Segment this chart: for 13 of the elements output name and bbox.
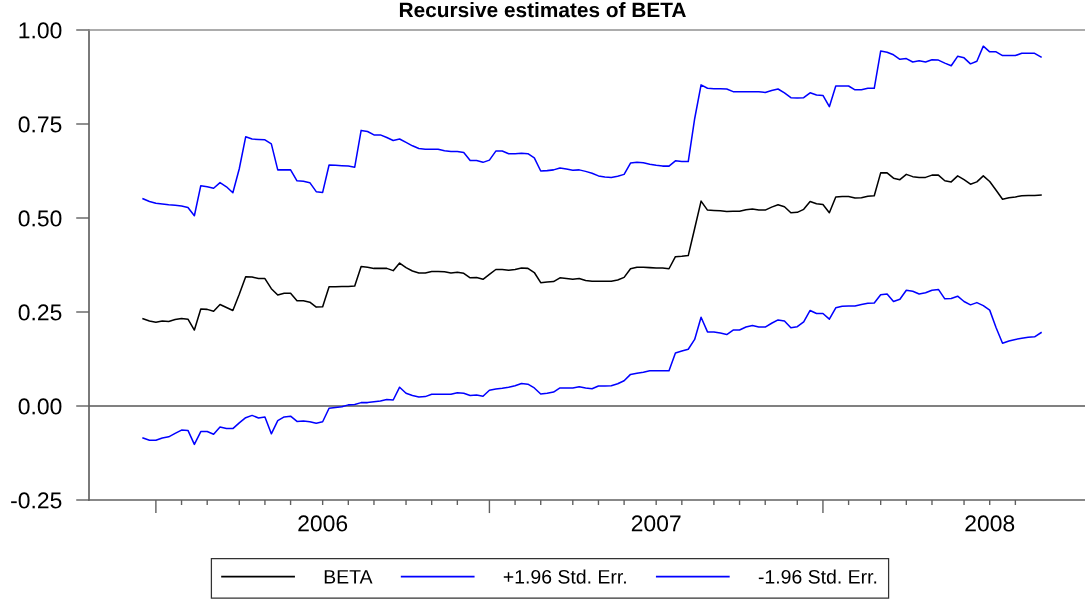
chart-title: Recursive estimates of BETA — [399, 2, 686, 18]
y-tick-label: -0.25 — [11, 492, 62, 509]
legend-label: +1.96 Std. Err. — [503, 569, 626, 584]
y-tick-label: 0.75 — [18, 116, 62, 133]
x-tick-label: 2006 — [298, 515, 348, 532]
legend-label: -1.96 Std. Err. — [758, 569, 877, 584]
y-tick-label: 0.00 — [18, 398, 62, 415]
x-tick-label: 2007 — [631, 515, 681, 532]
legend-label: BETA — [324, 570, 373, 584]
y-tick-label: 0.25 — [18, 304, 62, 321]
y-tick-label: 1.00 — [19, 22, 62, 39]
x-tick-label: 2008 — [965, 515, 1015, 532]
y-tick-label: 0.50 — [18, 210, 62, 227]
